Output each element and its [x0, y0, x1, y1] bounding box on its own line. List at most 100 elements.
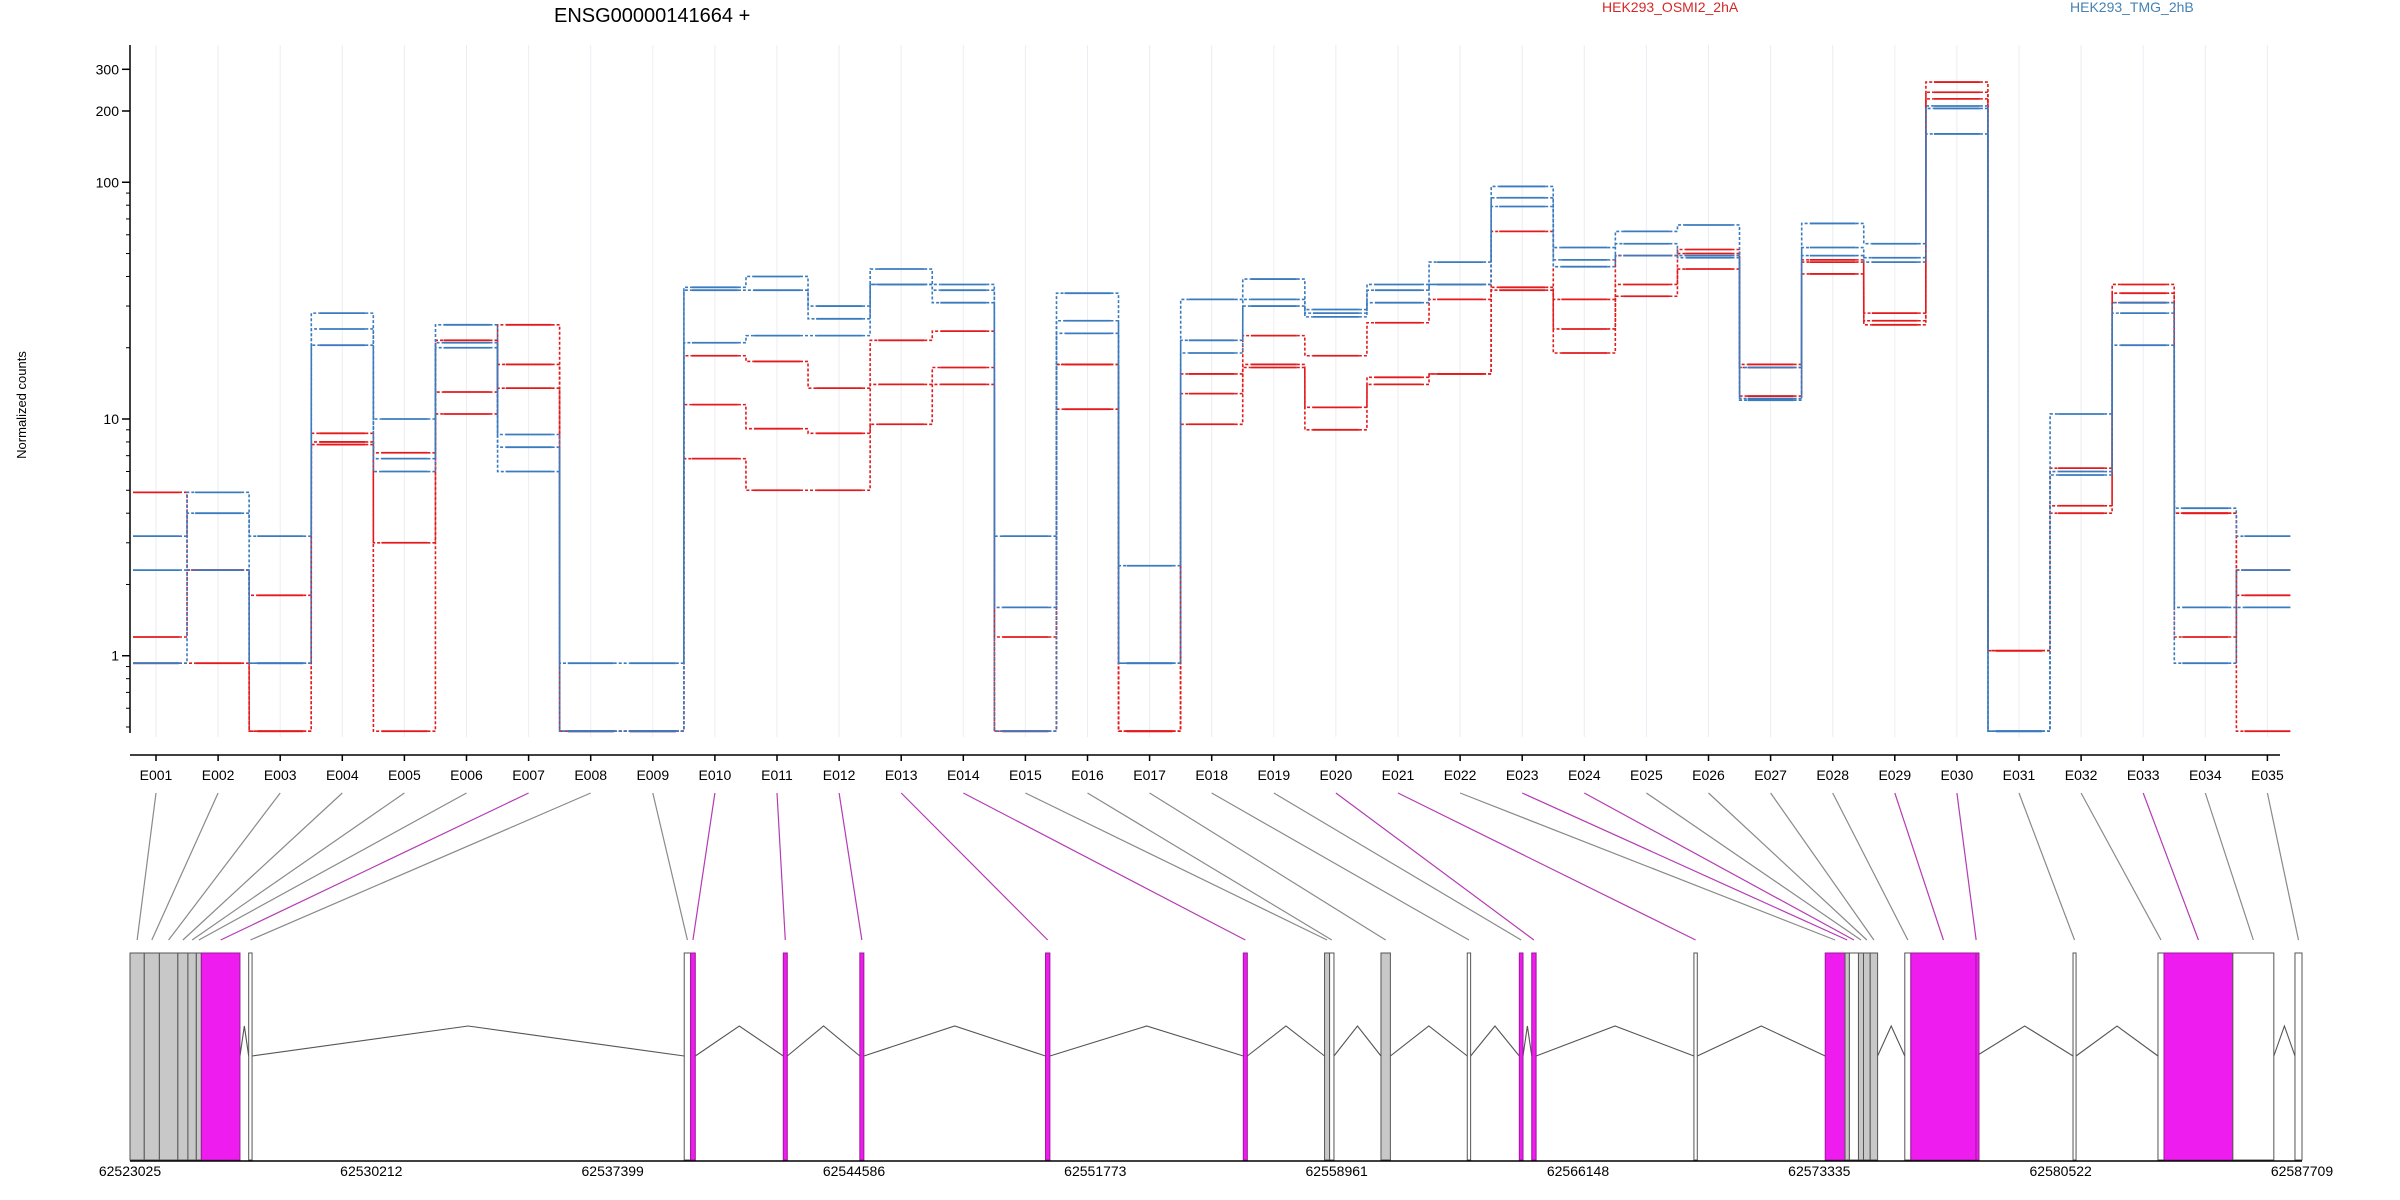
x-tick-label-e021: E021: [1382, 767, 1415, 783]
series-ramp: [737, 334, 754, 344]
series-ramp: [862, 423, 879, 492]
series-ramp: [1296, 305, 1313, 318]
gene-model: [129, 952, 2303, 1161]
exon-e007: [200, 952, 241, 1161]
series-ramp: [1607, 254, 1624, 261]
series-ramp: [924, 283, 941, 304]
series-ramp: [303, 312, 320, 664]
series-ramp: [737, 354, 754, 363]
link-line-e021: [1397, 792, 1696, 941]
x-tick-label-e034: E034: [2189, 767, 2222, 783]
link-line-e017: [1149, 792, 1386, 941]
exon-e001: [129, 952, 145, 1161]
link-line-e007: [220, 792, 529, 941]
x-tick-label-e025: E025: [1630, 767, 1663, 783]
link-line-e028: [1832, 792, 1909, 941]
coordinate-label: 62573335: [1788, 1163, 1851, 1179]
exon-e034: [2232, 952, 2275, 1161]
x-tick-label-e005: E005: [388, 767, 421, 783]
chart-title: ENSG00000141664 +: [554, 5, 750, 27]
link-line-e027: [1770, 792, 1875, 941]
exon-e014: [1242, 952, 1248, 1161]
series-ramp: [1172, 298, 1189, 567]
y-axis: 1 10 100 200 300: [96, 45, 131, 733]
x-tick-label-e029: E029: [1878, 767, 1911, 783]
x-tick-label-e011: E011: [761, 767, 793, 783]
exon-e010: [690, 952, 696, 1161]
series-ramp: [1545, 286, 1562, 354]
x-tick-label-e016: E016: [1071, 767, 1104, 783]
link-line-e016: [1087, 792, 1333, 941]
x-tick-label-e019: E019: [1257, 767, 1290, 783]
link-line-e018: [1211, 792, 1470, 941]
series-ramp: [1234, 278, 1251, 301]
series-ramp: [427, 341, 444, 460]
series-ramp: [1234, 298, 1251, 342]
genomic-coordinate-axis: 62523025 62530212 62537399 62544586 62551773…: [99, 1160, 2333, 1179]
coordinate-label: 62530212: [340, 1163, 403, 1179]
series-ramp: [1917, 98, 1934, 326]
series-ramp: [1979, 105, 1996, 732]
x-tick-label-e020: E020: [1320, 767, 1353, 783]
series-ramp: [303, 328, 320, 664]
exon-e013: [1045, 952, 1051, 1161]
x-tick-label-e024: E024: [1568, 767, 1601, 783]
link-line-e010: [692, 792, 716, 941]
series-ramp: [1669, 248, 1686, 286]
intron-line: [2075, 1025, 2159, 1057]
series-ramp: [862, 339, 879, 389]
series-ramp: [427, 413, 444, 732]
x-tick-label-e012: E012: [823, 767, 856, 783]
series-ramp: [1483, 289, 1500, 375]
intron-line: [1333, 1025, 1382, 1057]
link-line-e008: [250, 792, 591, 941]
legend-entry-osmi2: HEK293_OSMI2_2hA: [1602, 0, 1739, 15]
coordinate-label: 62537399: [582, 1163, 645, 1179]
coordinate-label: 62558961: [1306, 1163, 1369, 1179]
series-ramp: [1421, 283, 1438, 291]
intron-line: [694, 1025, 784, 1057]
series-ramp: [1296, 278, 1313, 311]
intron-line: [1535, 1025, 1695, 1057]
x-tick-label-e006: E006: [450, 767, 483, 783]
exon-e033: [2163, 952, 2234, 1161]
x-tick-label-e026: E026: [1692, 767, 1725, 783]
series-ramp: [1607, 295, 1624, 354]
x-tick-label-e022: E022: [1444, 767, 1477, 783]
link-line-e025: [1646, 792, 1862, 941]
exon-e035: [2294, 952, 2303, 1161]
coordinate-label: 62566148: [1547, 1163, 1610, 1179]
x-tick-label-e031: E031: [2003, 767, 2036, 783]
link-line-e020: [1335, 792, 1535, 941]
series-ramp: [2166, 301, 2183, 515]
x-tick-label-e013: E013: [885, 767, 918, 783]
x-tick-label-e009: E009: [636, 767, 669, 783]
intron-line: [1697, 1025, 1826, 1057]
x-tick-label-e008: E008: [574, 767, 607, 783]
series-ramp: [2166, 344, 2183, 664]
intron-line: [863, 1025, 1046, 1057]
exon-e032: [2157, 952, 2165, 1161]
link-line-e030: [1956, 792, 1977, 941]
x-tick-label-e017: E017: [1133, 767, 1166, 783]
series-ramp: [924, 366, 941, 386]
series-ramp: [303, 344, 320, 537]
exon-e021: [1693, 952, 1698, 1161]
y-tick-label: 10: [103, 411, 119, 427]
series-ramp: [1358, 376, 1375, 409]
series-ramp: [924, 330, 941, 342]
link-line-e023: [1521, 792, 1848, 941]
intron-line: [1470, 1025, 1520, 1057]
link-line-e026: [1708, 792, 1868, 941]
x-tick-label-e001: E001: [140, 767, 173, 783]
exon-e003: [158, 952, 179, 1161]
series-ramp: [551, 446, 568, 732]
series-ramp: [1731, 252, 1748, 369]
y-axis-label: Normalized counts: [14, 351, 29, 459]
exon-e024: [1848, 952, 1859, 1161]
series-ramp: [2228, 507, 2245, 537]
link-line-e034: [2204, 792, 2254, 941]
link-line-e024: [1584, 792, 1855, 941]
series-ramp: [924, 283, 941, 291]
